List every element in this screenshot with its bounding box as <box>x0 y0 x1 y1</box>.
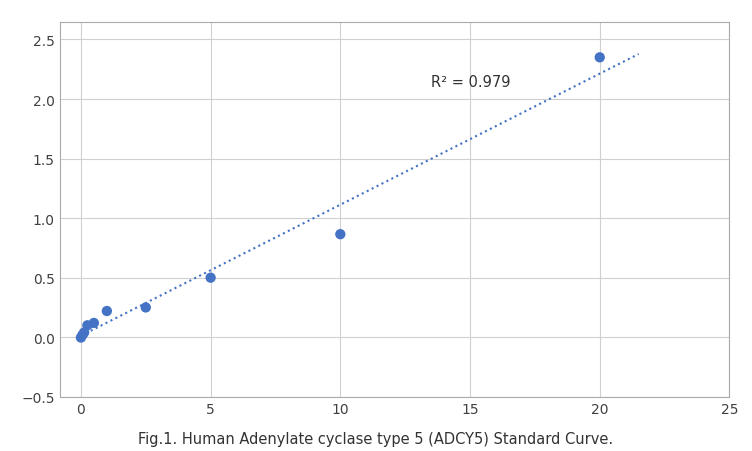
Point <box>594 55 606 62</box>
Text: Fig.1. Human Adenylate cyclase type 5 (ADCY5) Standard Curve.: Fig.1. Human Adenylate cyclase type 5 (A… <box>138 432 614 446</box>
Point <box>101 308 113 315</box>
Point <box>77 331 89 339</box>
Point <box>140 304 152 311</box>
Point <box>81 322 93 329</box>
Point <box>335 231 347 238</box>
Text: R² = 0.979: R² = 0.979 <box>431 74 511 89</box>
Point <box>88 320 100 327</box>
Point <box>75 334 87 341</box>
Point <box>205 275 217 282</box>
Point <box>78 329 90 336</box>
